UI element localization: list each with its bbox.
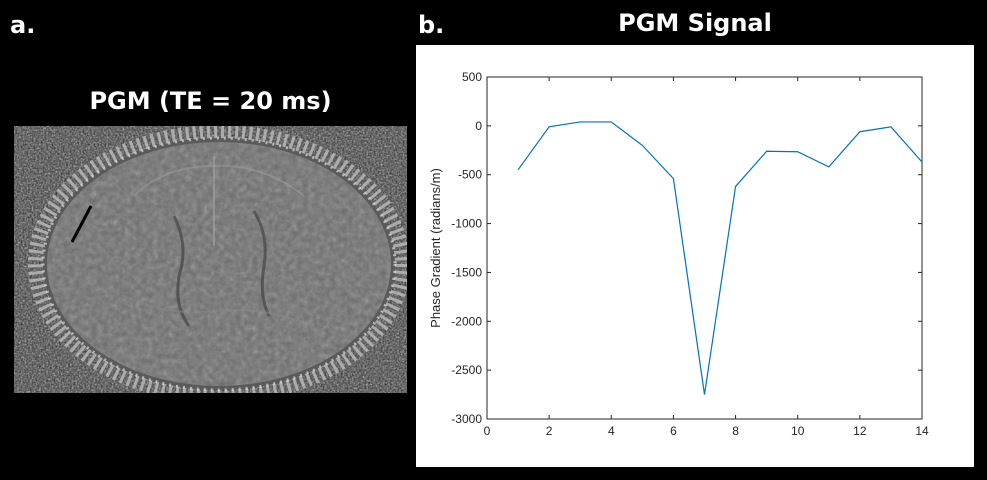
x-tick-label: 2 bbox=[546, 424, 553, 438]
y-tick-label: -3000 bbox=[451, 412, 482, 426]
y-tick-label: -2000 bbox=[451, 314, 482, 328]
y-tick-label: -2500 bbox=[451, 363, 482, 377]
series-line bbox=[517, 121, 923, 395]
line-chart: 0 2 4 6 8 10 12 14 500 0 -500 -1000 -1500 -2000 -2500 -… bbox=[428, 70, 929, 438]
y-axis-label: Phase Gradient (radians/m) bbox=[428, 168, 443, 328]
chart-area: 0 2 4 6 8 10 12 14 500 0 -500 -1000 -1500 -2000 -2500 -… bbox=[416, 45, 974, 467]
mri-phase-gradient-map bbox=[14, 125, 410, 403]
x-tick-label: 14 bbox=[915, 424, 929, 438]
x-tick-label: 10 bbox=[791, 424, 805, 438]
y-tick-label: 0 bbox=[475, 119, 482, 133]
roi-line bbox=[70, 205, 93, 243]
x-tick-label: 8 bbox=[732, 424, 739, 438]
mri-image-svg bbox=[14, 125, 410, 403]
panel-a-letter: a. bbox=[10, 11, 36, 39]
y-tick-label: -1000 bbox=[451, 217, 482, 231]
plot-box bbox=[486, 76, 923, 420]
chart-title: PGM Signal bbox=[618, 9, 772, 37]
y-tick-label: 500 bbox=[462, 70, 482, 84]
panel-b-letter: b. bbox=[418, 11, 445, 39]
panel-a-title: PGM (TE = 20 ms) bbox=[89, 87, 332, 115]
x-tick-label: 6 bbox=[670, 424, 677, 438]
x-tick-label: 4 bbox=[608, 424, 615, 438]
x-tick-label: 0 bbox=[484, 424, 491, 438]
y-tick-label: -1500 bbox=[451, 265, 482, 279]
x-tick-label: 12 bbox=[853, 424, 867, 438]
y-tick-label: -500 bbox=[458, 168, 482, 182]
